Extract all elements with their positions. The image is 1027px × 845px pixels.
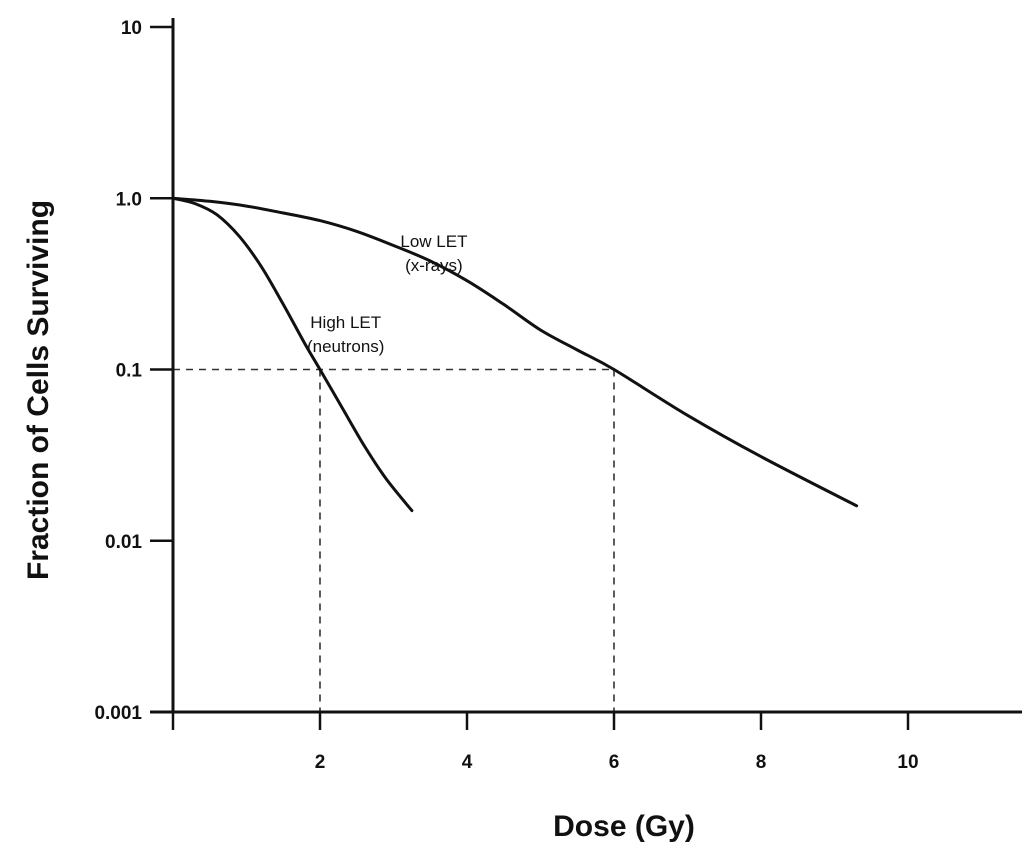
tick-marks: [150, 25, 910, 730]
series-curve-1: [171, 196, 414, 513]
x-tick-label-6: 6: [609, 752, 620, 773]
series-label-1-line-0: High LET: [310, 313, 381, 332]
series-curve-0: [171, 196, 859, 508]
series-label-0-line-0: Low LET: [400, 232, 467, 251]
series-label-0-line-1: (x-rays): [405, 256, 463, 275]
x-tick-label-2: 2: [315, 752, 326, 773]
axes: [150, 18, 1022, 714]
y-tick-label-1.0: 1.0: [116, 189, 142, 210]
series-curves: [171, 196, 859, 513]
y-axis-title: Fraction of Cells Surviving: [22, 200, 55, 580]
y-tick-label-0.01: 0.01: [105, 532, 142, 553]
series-labels: Low LET (x-rays) High LET (neutrons): [307, 232, 467, 356]
x-tick-label-8: 8: [756, 752, 767, 773]
tick-labels: 2 4 6 8 10 10 1.0 0.1 0.01 0.001: [94, 18, 918, 773]
x-tick-label-4: 4: [462, 752, 473, 773]
y-tick-label-0.001: 0.001: [94, 703, 142, 724]
x-axis-title: Dose (Gy): [553, 810, 695, 843]
x-tick-label-10: 10: [897, 752, 918, 773]
reference-lines: [173, 368, 615, 712]
y-tick-label-10: 10: [121, 18, 142, 39]
series-label-1-line-1: (neutrons): [307, 337, 384, 356]
y-tick-label-0.1: 0.1: [116, 361, 143, 382]
